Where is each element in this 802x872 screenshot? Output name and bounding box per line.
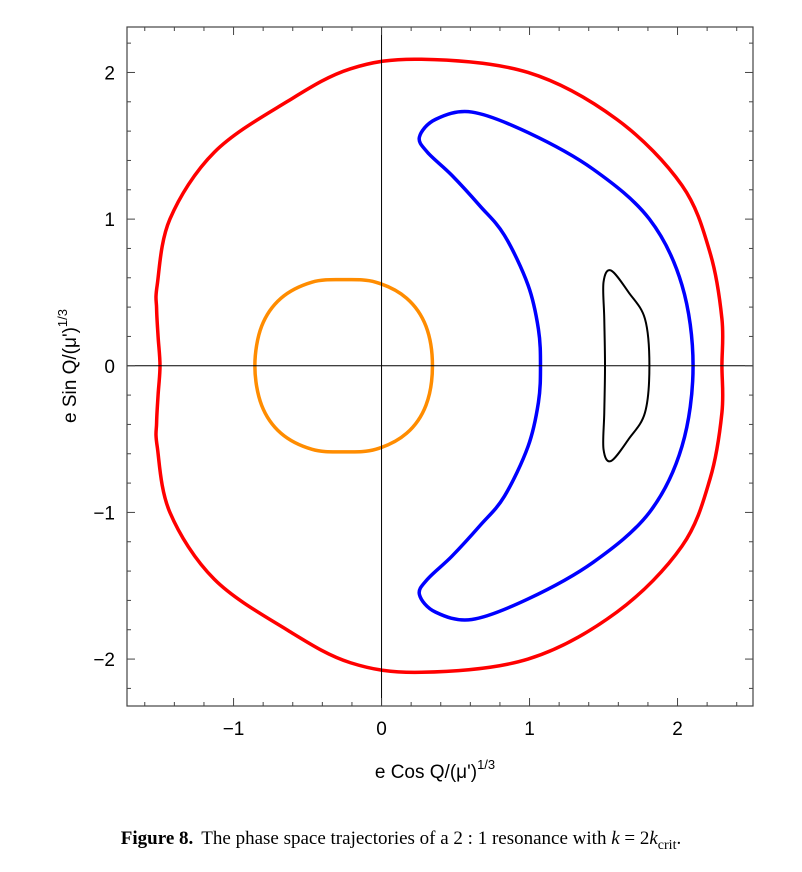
caption-label: Figure 8. [120,828,194,849]
y-tick-label: −2 [93,650,115,671]
x-tick-label: −1 [223,719,245,740]
phase-space-chart: −1 0 1 2 −2 −1 0 1 2 e Cos Q/(μ')1/3 e Sin Q/(μ'… [55,26,754,783]
caption-eq: = 2 [619,828,650,849]
x-tick-label: 1 [524,719,535,740]
y-tick-label: 2 [104,63,115,84]
caption-end: . [676,828,682,849]
caption-k: k [611,828,620,849]
y-tick-label: 1 [104,210,115,231]
caption-k2: k [649,828,658,849]
x-tick-label: 0 [376,719,387,740]
caption-text: The phase space trajectories of a 2 : 1 … [201,828,612,849]
y-tick-label: −1 [93,503,115,524]
y-tick-label: 0 [104,357,115,378]
plot-frame [126,26,754,707]
figure-caption: Figure 8. The phase space trajectories of… [0,828,802,854]
x-axis-label: e Cos Q/(μ')1/3 [375,757,495,783]
y-axis-label: e Sin Q/(μ')1/3 [55,309,81,423]
x-tick-label: 2 [672,719,683,740]
caption-sub: crit [657,837,677,853]
